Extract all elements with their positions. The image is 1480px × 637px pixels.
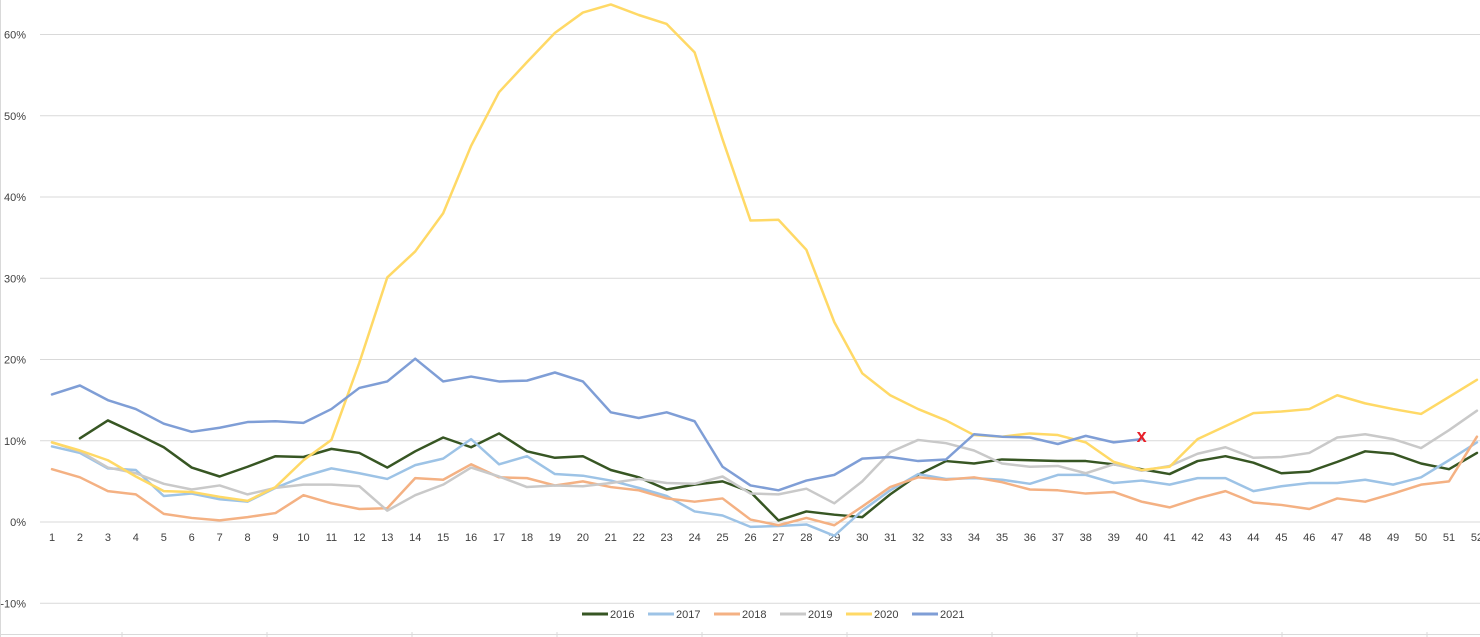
x-tick-label: 14 <box>409 532 421 544</box>
x-tick-label: 37 <box>1052 532 1064 544</box>
x-tick-label: 35 <box>996 532 1008 544</box>
x-tick-label: 11 <box>326 532 337 544</box>
x-tick-label: 30 <box>856 532 868 544</box>
legend-label: 2017 <box>676 609 700 621</box>
x-tick-label: 36 <box>1024 532 1036 544</box>
series-line-2021 <box>50 357 1143 492</box>
x-tick-label: 16 <box>465 532 477 544</box>
x-tick-label: 49 <box>1387 532 1399 544</box>
x-tick-label: 21 <box>605 532 617 544</box>
y-tick-label: 0% <box>10 517 26 529</box>
annotations: x <box>1137 426 1147 446</box>
x-tick-label: 46 <box>1303 532 1315 544</box>
x-tick-label: 51 <box>1443 532 1455 544</box>
x-tick-label: 12 <box>353 532 365 544</box>
x-tick-label: 22 <box>633 532 645 544</box>
series-line-2017 <box>50 437 1479 538</box>
legend-label: 2020 <box>874 609 898 621</box>
series-line-2019 <box>50 409 1479 512</box>
x-tick-label: 26 <box>744 532 756 544</box>
y-tick-label: 50% <box>4 111 26 123</box>
annotation-x-marker: x <box>1137 426 1147 446</box>
x-tick-label: 4 <box>133 532 139 544</box>
bottom-axis <box>0 632 1480 637</box>
legend-item-2021: 2021 <box>912 609 964 621</box>
y-tick-label: 10% <box>4 436 26 448</box>
series-lines <box>50 3 1479 538</box>
legend-label: 2016 <box>610 609 634 621</box>
legend-label: 2021 <box>940 609 964 621</box>
x-tick-label: 17 <box>493 532 505 544</box>
x-tick-label: 5 <box>161 532 167 544</box>
legend-item-2017: 2017 <box>648 609 700 621</box>
y-tick-label: 20% <box>4 355 26 367</box>
y-tick-label: 40% <box>4 192 26 204</box>
x-tick-label: 19 <box>549 532 561 544</box>
x-tick-label: 9 <box>272 532 278 544</box>
series-line-2020 <box>50 3 1479 503</box>
x-tick-label: 52 <box>1471 532 1480 544</box>
x-tick-label: 2 <box>77 532 83 544</box>
x-tick-label: 1 <box>49 532 55 544</box>
x-tick-label: 7 <box>217 532 223 544</box>
y-tick-label: -10% <box>0 598 26 610</box>
x-tick-label: 47 <box>1331 532 1343 544</box>
x-tick-label: 44 <box>1247 532 1259 544</box>
y-tick-label: 60% <box>4 30 26 42</box>
x-tick-label: 33 <box>940 532 952 544</box>
x-tick-label: 28 <box>800 532 812 544</box>
legend-item-2019: 2019 <box>780 609 832 621</box>
x-tick-label: 20 <box>577 532 589 544</box>
x-tick-label: 24 <box>688 532 700 544</box>
x-tick-label: 6 <box>189 532 195 544</box>
x-tick-label: 50 <box>1415 532 1427 544</box>
x-tick-label: 34 <box>968 532 980 544</box>
legend-item-2020: 2020 <box>846 609 898 621</box>
legend: 2016 2017 2018 2019 2020 2021 <box>582 609 964 621</box>
series-line-2018 <box>50 435 1479 527</box>
x-tick-label: 40 <box>1136 532 1148 544</box>
x-tick-label: 48 <box>1359 532 1371 544</box>
x-tick-label: 25 <box>716 532 728 544</box>
x-tick-label: 39 <box>1108 532 1120 544</box>
x-tick-label: 45 <box>1275 532 1287 544</box>
x-tick-label: 23 <box>661 532 673 544</box>
y-axis-tick-labels: -10% 0% 10% 20% 30% 40% 50% 60% <box>0 30 26 611</box>
legend-label: 2019 <box>808 609 832 621</box>
x-axis-tick-labels: 1 2 3 4 5 6 7 8 9 10 11 12 13 14 15 16 17 18 19 20 21 22 23 24 2… <box>49 532 1480 544</box>
x-tick-label: 31 <box>884 532 896 544</box>
x-tick-label: 3 <box>105 532 111 544</box>
x-tick-label: 42 <box>1191 532 1203 544</box>
x-tick-label: 18 <box>521 532 533 544</box>
legend-item-2016: 2016 <box>582 609 634 621</box>
x-tick-label: 32 <box>912 532 924 544</box>
x-tick-label: 27 <box>772 532 784 544</box>
legend-label: 2018 <box>742 609 766 621</box>
legend-item-2018: 2018 <box>714 609 766 621</box>
x-tick-label: 10 <box>297 532 309 544</box>
x-tick-label: 41 <box>1163 532 1175 544</box>
x-tick-label: 15 <box>437 532 449 544</box>
x-tick-label: 13 <box>381 532 393 544</box>
x-tick-label: 8 <box>245 532 251 544</box>
x-tick-label: 43 <box>1219 532 1231 544</box>
y-tick-label: 30% <box>4 273 26 285</box>
x-tick-label: 38 <box>1080 532 1092 544</box>
